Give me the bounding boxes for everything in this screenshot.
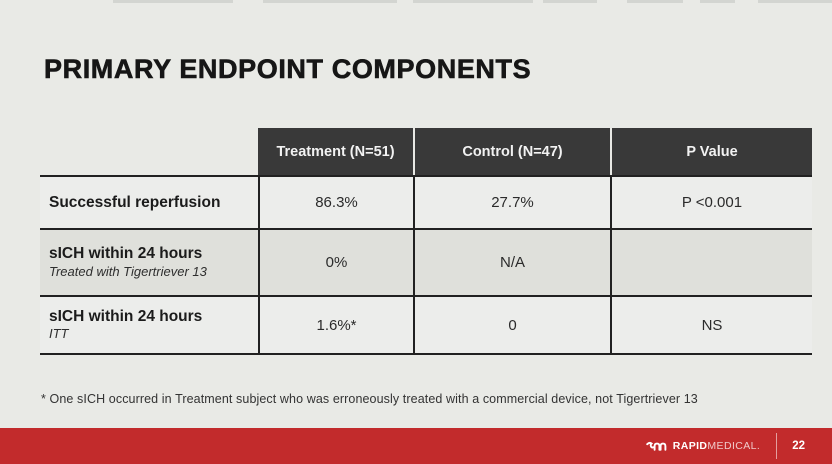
brand-name-secondary: MEDICAL.: [707, 440, 761, 452]
column-header-treatment: Treatment (N=51): [258, 128, 413, 175]
table-row: sICH within 24 hours ITT 1.6%* 0 NS: [40, 295, 812, 355]
footer-bar: RAPIDMEDICAL. 22: [0, 428, 832, 464]
brand-name: RAPIDMEDICAL.: [673, 440, 760, 452]
table-row: sICH within 24 hours Treated with Tigert…: [40, 228, 812, 295]
brand-logo: RAPIDMEDICAL.: [645, 440, 760, 452]
cropped-toolbar-strip: [0, 0, 832, 3]
cell-control: 27.7%: [413, 177, 610, 228]
toolbar-remnant-segment: [758, 0, 832, 3]
row-label-cell: sICH within 24 hours ITT: [40, 297, 258, 353]
toolbar-remnant-segment: [413, 0, 533, 3]
row-label: Successful reperfusion: [49, 193, 221, 211]
column-header-pvalue: P Value: [610, 128, 812, 175]
row-label: sICH within 24 hours: [49, 245, 203, 263]
cell-treatment: 1.6%*: [258, 297, 413, 353]
row-label: sICH within 24 hours: [49, 307, 203, 325]
table-row: Successful reperfusion 86.3% 27.7% P <0.…: [40, 175, 812, 228]
cell-pvalue: P <0.001: [610, 177, 812, 228]
toolbar-remnant-segment: [263, 0, 397, 3]
slide-page-number: 22: [792, 440, 805, 452]
results-table: Treatment (N=51) Control (N=47) P Value …: [40, 128, 812, 355]
cell-treatment: 0%: [258, 230, 413, 295]
row-label-cell: Successful reperfusion: [40, 177, 258, 228]
row-label-cell: sICH within 24 hours Treated with Tigert…: [40, 230, 258, 295]
footer-divider: [776, 433, 778, 459]
cell-control: 0: [413, 297, 610, 353]
toolbar-remnant-segment: [627, 0, 683, 3]
brand-name-primary: RAPID: [672, 440, 708, 452]
toolbar-remnant-segment: [700, 0, 735, 3]
rapid-medical-logo-icon: [645, 441, 668, 452]
table-corner-spacer: [40, 128, 258, 175]
footnote: * One sICH occurred in Treatment subject…: [41, 392, 698, 406]
column-header-control: Control (N=47): [413, 128, 610, 175]
slide-title: PRIMARY ENDPOINT COMPONENTS: [44, 54, 532, 85]
table-header-row: Treatment (N=51) Control (N=47) P Value: [40, 128, 812, 175]
toolbar-remnant-segment: [113, 0, 233, 3]
cell-pvalue: [610, 230, 812, 295]
row-sublabel: Treated with Tigertriever 13: [49, 263, 207, 279]
cell-pvalue: NS: [610, 297, 812, 353]
cell-treatment: 86.3%: [258, 177, 413, 228]
cell-control: N/A: [413, 230, 610, 295]
row-sublabel: ITT: [49, 326, 69, 342]
toolbar-remnant-segment: [543, 0, 597, 3]
